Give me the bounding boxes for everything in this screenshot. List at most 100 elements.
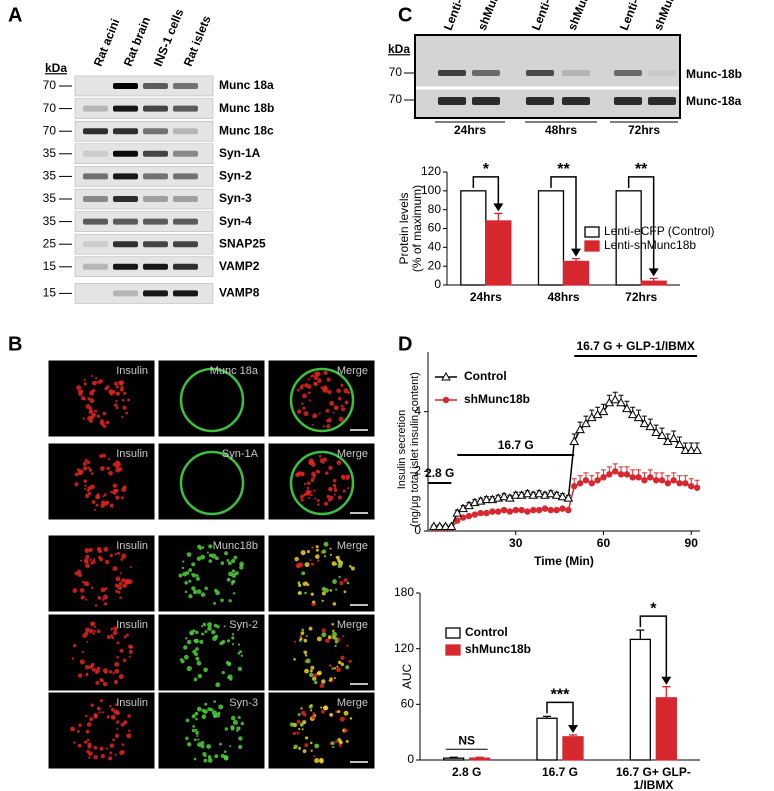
granule [304, 668, 309, 674]
granule [186, 552, 192, 557]
granule [329, 553, 332, 556]
granule [301, 728, 304, 731]
time-label: 72hrs [628, 123, 660, 137]
granule [71, 657, 75, 660]
granule [301, 402, 304, 406]
granule [181, 566, 185, 570]
granule [342, 635, 345, 638]
data-point [576, 480, 584, 487]
granule [117, 591, 121, 594]
granule [220, 561, 225, 565]
granule [99, 420, 105, 426]
blot-band [113, 218, 138, 225]
granule [77, 743, 82, 748]
granule [80, 559, 83, 562]
granule [345, 740, 349, 743]
membrane-ring [179, 450, 245, 516]
blot-band [173, 218, 198, 225]
y-tick-label: 100 [421, 183, 441, 197]
granule [305, 736, 309, 740]
granule [293, 746, 296, 750]
granule [312, 676, 317, 681]
granule [84, 493, 90, 499]
granule [313, 374, 319, 381]
granule [226, 559, 230, 562]
granule [193, 738, 197, 742]
granule [85, 627, 90, 633]
legend-label: shMunc18b [464, 392, 530, 406]
granule [304, 591, 307, 595]
blot-frame [414, 34, 681, 119]
data-point [674, 439, 685, 448]
granule [87, 491, 92, 496]
granule [114, 753, 117, 756]
kda-marker: 35 [43, 214, 57, 228]
granule [338, 743, 342, 747]
y-tick-label: 120 [421, 164, 441, 178]
granule [313, 673, 318, 678]
granule [333, 488, 338, 492]
channel-label: Syn-2 [229, 619, 258, 631]
granule [329, 495, 334, 500]
granule [224, 551, 229, 556]
granule [74, 472, 79, 477]
granule [121, 750, 125, 754]
arrow-head [568, 724, 578, 733]
granule [197, 673, 203, 679]
kda-label: kDa [45, 61, 67, 75]
granule [328, 487, 333, 492]
granule [336, 460, 342, 466]
granule [231, 572, 237, 578]
data-point [518, 506, 525, 514]
granule [90, 703, 94, 708]
data-point [641, 477, 648, 484]
granule [302, 720, 307, 725]
granule [192, 629, 196, 633]
comparison-arrow [627, 176, 655, 271]
y-tick-label: 60 [428, 221, 442, 235]
error-bar [449, 756, 458, 759]
granule [334, 644, 337, 648]
channel-label: Insulin [116, 697, 148, 709]
granule [192, 589, 198, 595]
granule [115, 385, 119, 389]
x-axis-label: Time (Min) [534, 554, 594, 568]
kda-marker: 15 [43, 286, 57, 300]
legend-swatch [445, 644, 461, 656]
granule [342, 489, 346, 493]
granule [121, 486, 127, 492]
granule [82, 417, 85, 420]
granule [234, 571, 239, 576]
granule [99, 466, 105, 471]
granule [232, 719, 238, 725]
data-point [428, 521, 439, 531]
granule [238, 744, 243, 750]
x-tick-label: 24hrs [469, 290, 502, 304]
granule [332, 629, 335, 633]
granule [106, 466, 110, 471]
granule [91, 412, 97, 418]
blot-band [648, 70, 676, 76]
granule [213, 700, 217, 703]
granule [184, 581, 188, 585]
blot-band [113, 241, 138, 248]
granule [92, 621, 96, 626]
granule [320, 709, 325, 714]
granule [89, 717, 94, 722]
granule [191, 586, 196, 591]
granule [346, 644, 349, 647]
granule [73, 741, 76, 744]
blot-band [113, 128, 138, 135]
granule [326, 424, 331, 429]
blot-band [173, 290, 198, 297]
granule [110, 707, 115, 712]
granule [306, 550, 310, 554]
granule [117, 551, 121, 555]
granule [301, 571, 306, 576]
panel-label: D [398, 333, 412, 355]
granule [184, 590, 188, 594]
granule [231, 569, 236, 573]
granule [323, 541, 329, 547]
y-axis-label: (% of maximum) [410, 185, 424, 272]
granule [236, 729, 239, 732]
